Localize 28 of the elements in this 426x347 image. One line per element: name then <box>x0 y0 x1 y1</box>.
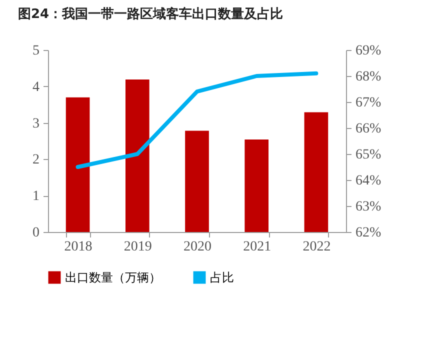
y2-tick-label: 68% <box>356 70 382 84</box>
bar <box>125 79 150 232</box>
bar <box>244 140 269 232</box>
x-tick-label: 2018 <box>64 240 92 254</box>
line-series <box>76 71 318 169</box>
bar <box>304 112 328 232</box>
y-tick-label: 0 <box>32 226 40 240</box>
y-tick-label: 5 <box>32 44 40 58</box>
y2-tick-label: 64% <box>356 174 382 188</box>
y-tick-label: 4 <box>32 80 40 95</box>
y-tick-label: 2 <box>32 152 40 168</box>
chart-title: 图24：我国一带一路区域客车出口数量及占比 <box>18 6 284 22</box>
x-tick-label: 2022 <box>302 240 331 254</box>
bar <box>185 130 209 232</box>
x-tick-label: 2021 <box>243 240 272 254</box>
y2-tick-label: 63% <box>356 200 382 214</box>
legend-label: 出口数量（万辆） <box>65 270 161 285</box>
y2-tick-label: 65% <box>356 148 382 162</box>
y2-tick-label: 66% <box>356 122 382 136</box>
y-tick-label: 1 <box>32 189 40 204</box>
y2-tick-label: 67% <box>356 96 382 110</box>
bar <box>66 97 90 232</box>
y-tick-label: 3 <box>32 116 40 132</box>
x-tick-label: 2020 <box>184 240 212 254</box>
x-tick-label: 2019 <box>124 240 152 254</box>
y2-tick-label: 62% <box>356 226 382 240</box>
legend-label: 占比 <box>210 270 234 285</box>
y2-tick-label: 69% <box>356 44 382 58</box>
